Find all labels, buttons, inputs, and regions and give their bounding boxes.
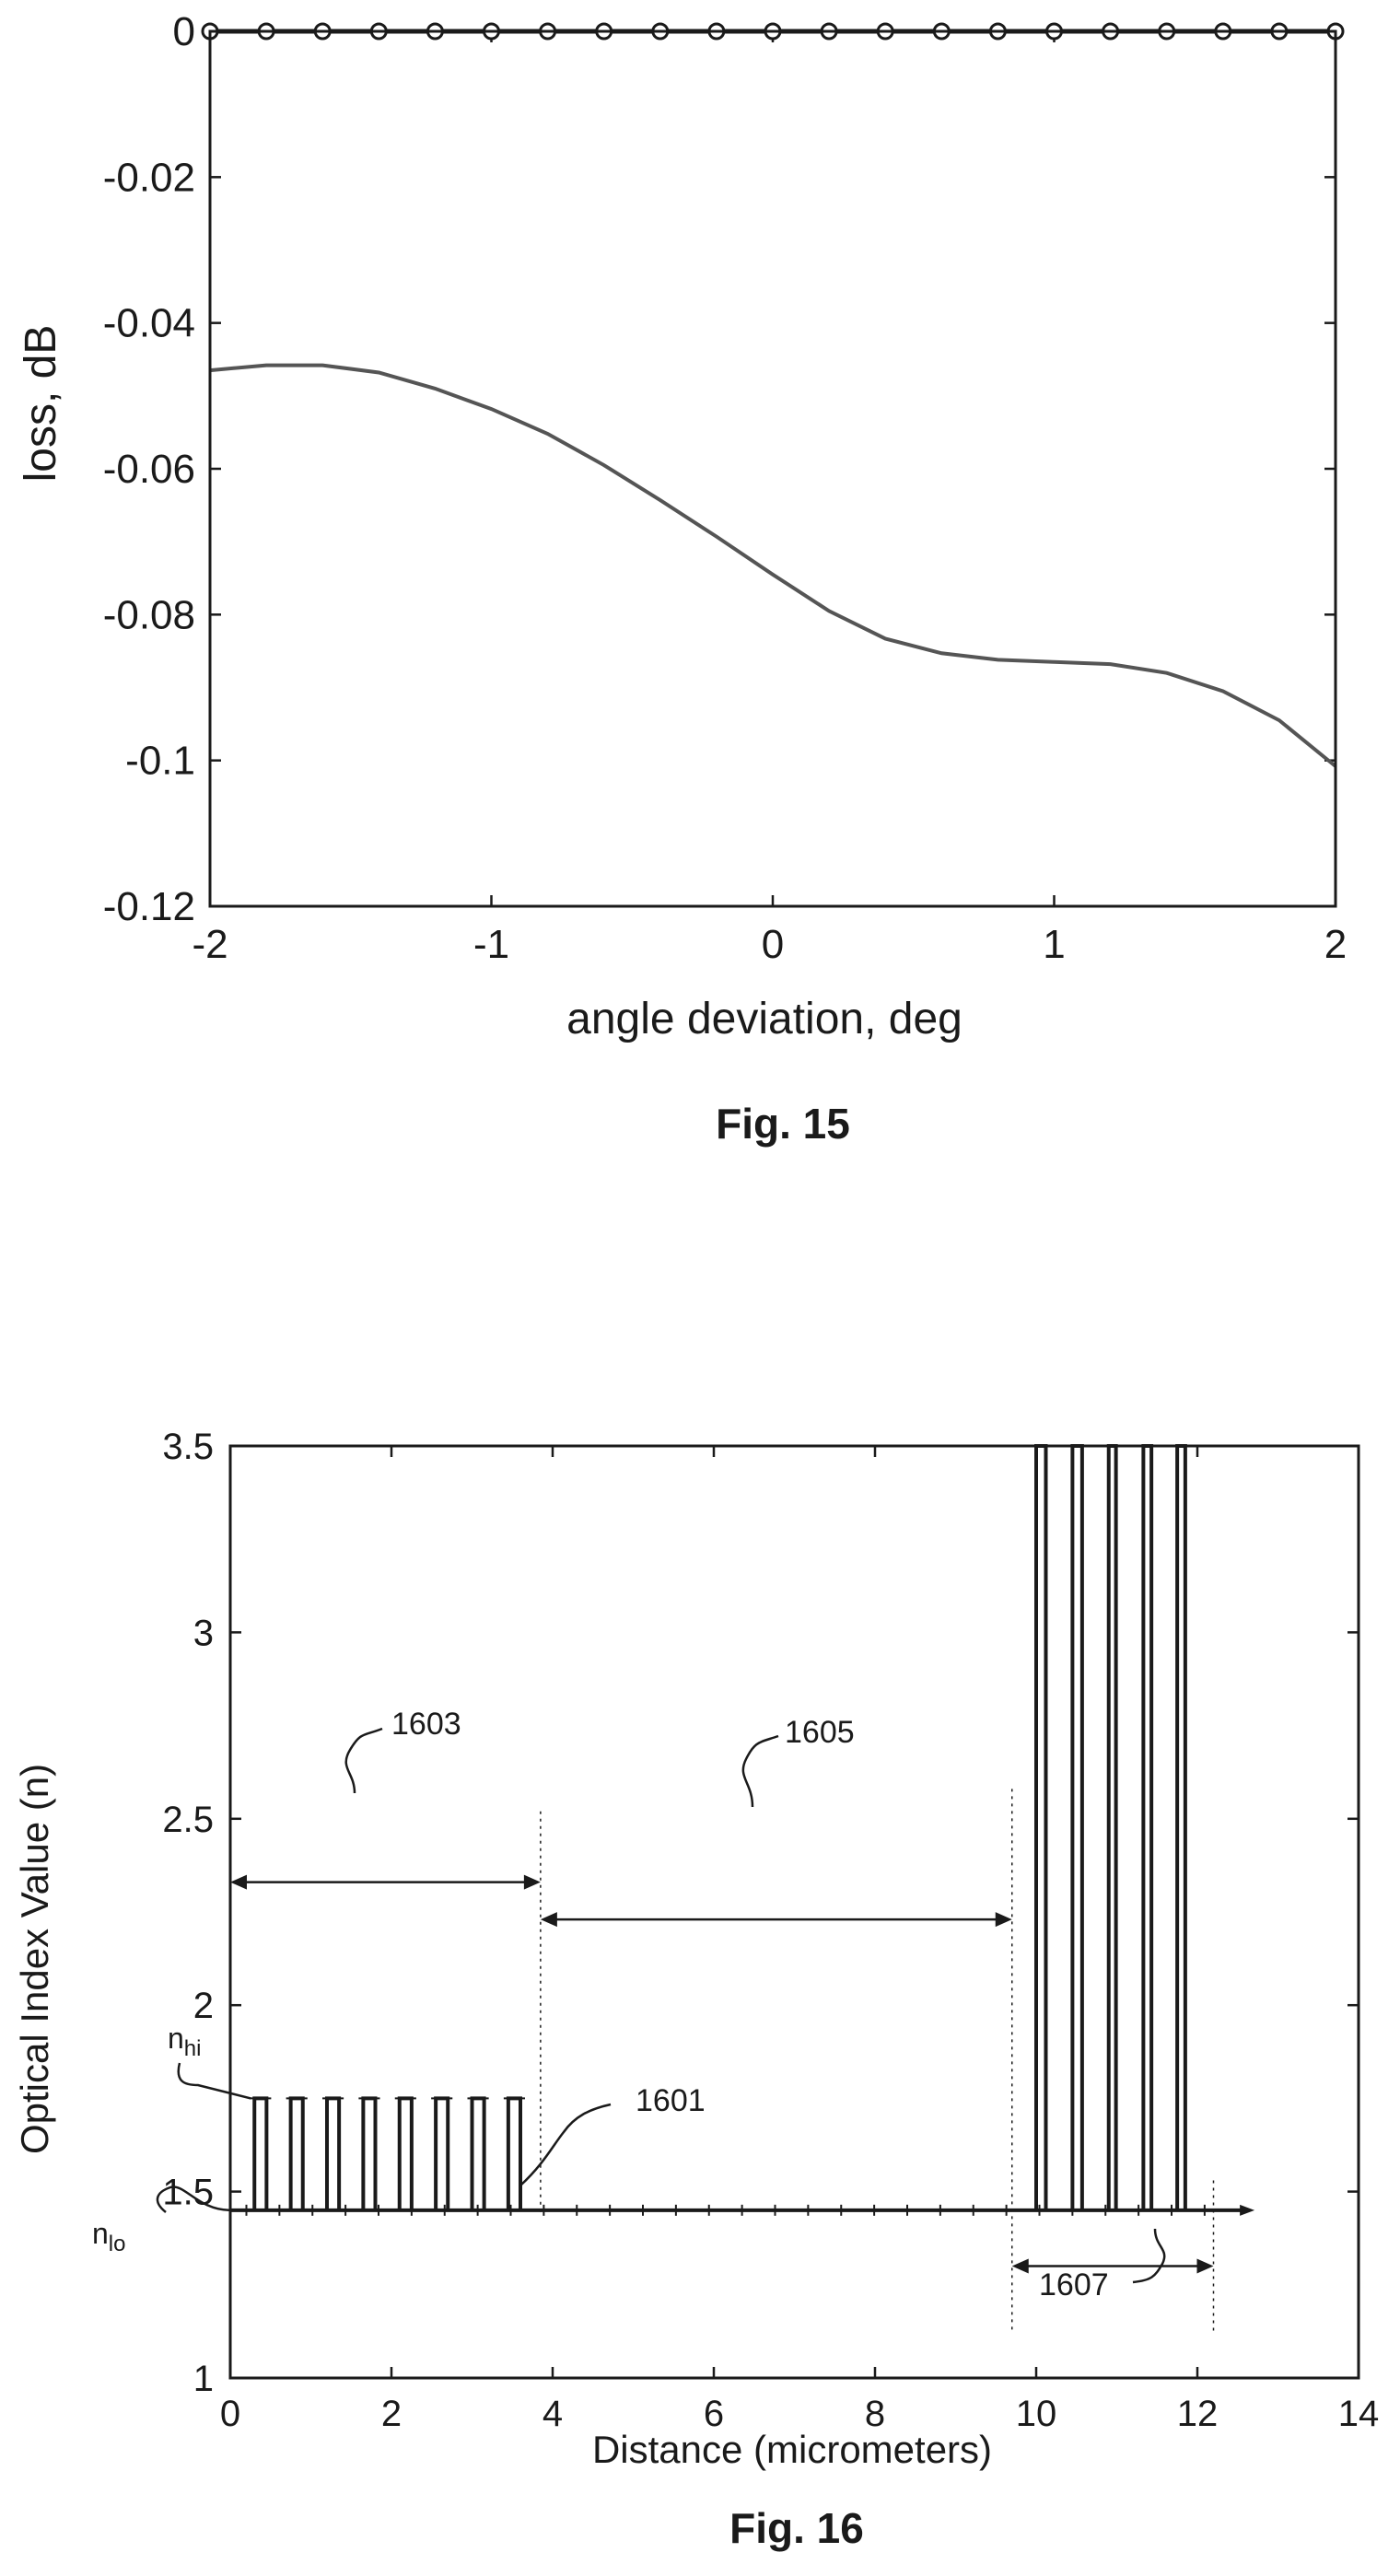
fig16-1603-leader [344,1727,383,1794]
fig16-xtick-label: 10 [1016,2394,1057,2434]
fig16-ytick-label: 2 [193,1986,214,2026]
fig16-caption: Fig. 16 [729,2504,864,2552]
fig16-low-index-layer [470,2096,486,2210]
fig16-ytick-label: 1 [193,2359,214,2399]
fig15-plot-frame [208,29,1337,908]
fig16-label-1603: 1603 [391,1707,461,1742]
fig15-series-line [209,363,1337,768]
fig16-n-hi-label: nhi [168,2022,201,2061]
fig16-ytick-label: 2.5 [162,1800,214,1840]
fig16-low-index-layer [288,2096,305,2210]
fig16-xtick-label: 8 [865,2394,885,2434]
fig16-low-index-layer [325,2096,342,2210]
fig15-ytick-label: -0.02 [103,155,195,200]
fig16-1607-leader [1132,2228,1166,2284]
fig16-label-1607: 1607 [1039,2267,1109,2302]
fig16-high-index-layer [1070,1444,1084,2210]
fig16-baseline-end [1240,2204,1255,2216]
fig16-xtick-label: 12 [1177,2394,1219,2434]
fig16-ytick-label: 3 [193,1613,214,1653]
fig16-1605-leader [741,1734,779,1808]
fig15-xtick-label: 0 [762,922,784,967]
fig16-high-index-layer [1106,1444,1118,2210]
fig16-xtick-label: 2 [381,2394,402,2434]
fig16-n-lo-leader [156,2186,231,2213]
fig16-high-index-layer [1175,1444,1187,2210]
fig16-ytick-label: 3.5 [162,1427,214,1467]
fig16-low-index-layer [397,2096,414,2210]
fig15-ytick-label: 0 [173,9,195,54]
fig16-ylabel: Optical Index Value (n) [13,1764,56,2154]
fig15-xtick-label: -1 [473,922,509,967]
fig15-xtick-label: -2 [192,922,228,967]
fig16-xtick-label: 4 [542,2394,563,2434]
fig16-high-index-layer [1141,1444,1154,2210]
fig15-ylabel: loss, dB [17,325,65,483]
fig15-xtick-label: 1 [1043,922,1065,967]
fig15-ytick-label: -0.04 [103,301,195,346]
fig15-ytick-label: -0.12 [103,884,195,929]
fig16-xlabel: Distance (micrometers) [592,2428,992,2471]
fig15-ytick-label: -0.08 [103,592,195,637]
fig16-n-hi-leader [177,2062,251,2100]
fig15-caption: Fig. 15 [716,1100,850,1148]
fig16-label-1601: 1601 [636,2083,706,2118]
fig16-low-index-layer [252,2096,269,2210]
fig16-1607-arrow-head-left [1011,2258,1029,2274]
fig16-high-index-layer [1034,1444,1048,2210]
fig16-1603-arrow-head-left [230,1874,247,1890]
fig16-1607-arrow-head-right [1196,2258,1214,2274]
fig16-chart: Optical Index Value (n) Distance (microm… [13,1427,1380,2471]
fig16-low-index-layer [506,2096,522,2210]
fig15-xtick-label: 2 [1324,922,1347,967]
fig16-1601-leader [519,2103,612,2186]
fig16-1605-arrow-head-right [995,1912,1012,1928]
fig16-low-index-layer [361,2096,378,2210]
fig16-low-index-layer [434,2096,450,2210]
fig16-xtick-label: 0 [220,2394,240,2434]
fig16-plot-frame [228,1444,1360,2380]
fig15-xlabel: angle deviation, deg [566,995,962,1043]
fig15-ytick-label: -0.06 [103,447,195,492]
fig15-chart: loss, dB angle deviation, deg -2 -1 0 1 2 0 -0… [17,9,1347,1043]
fig16-n-lo-label: nlo [92,2217,125,2256]
fig16-xtick-label: 14 [1338,2394,1380,2434]
fig16-xtick-label: 6 [704,2394,724,2434]
fig15-ytick-label: -0.1 [125,739,195,784]
fig16-1605-arrow-head-left [540,1912,557,1928]
fig16-label-1605: 1605 [785,1715,855,1750]
fig16-1603-arrow-head-right [523,1874,541,1890]
